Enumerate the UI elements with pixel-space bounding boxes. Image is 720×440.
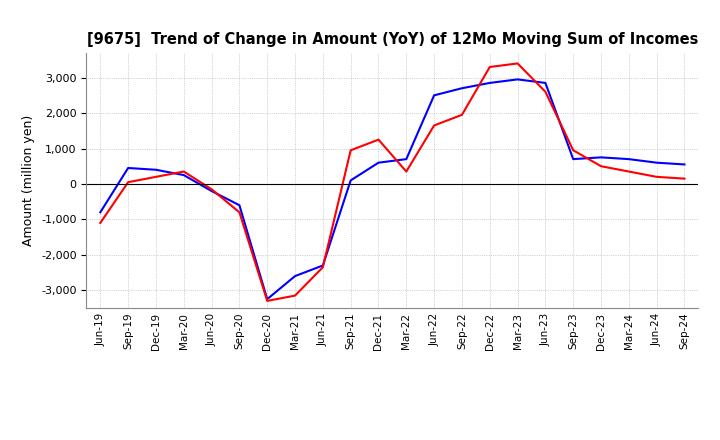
Net Income — [485, 64, 494, 70]
Ordinary Income — [485, 80, 494, 85]
Net Income — [318, 264, 327, 270]
Legend: Ordinary Income, Net Income: Ordinary Income, Net Income — [252, 437, 533, 440]
Net Income — [458, 112, 467, 117]
Ordinary Income — [430, 93, 438, 98]
Net Income — [569, 148, 577, 153]
Ordinary Income — [569, 157, 577, 162]
Ordinary Income — [513, 77, 522, 82]
Line: Net Income: Net Income — [100, 63, 685, 301]
Ordinary Income — [624, 157, 633, 162]
Net Income — [263, 298, 271, 304]
Ordinary Income — [263, 297, 271, 302]
Ordinary Income — [402, 157, 410, 162]
Ordinary Income — [96, 210, 104, 215]
Ordinary Income — [346, 178, 355, 183]
Ordinary Income — [541, 80, 550, 85]
Net Income — [652, 174, 661, 180]
Y-axis label: Amount (million yen): Amount (million yen) — [22, 115, 35, 246]
Ordinary Income — [235, 202, 243, 208]
Ordinary Income — [152, 167, 161, 172]
Line: Ordinary Income: Ordinary Income — [100, 79, 685, 299]
Net Income — [96, 220, 104, 226]
Title: [9675]  Trend of Change in Amount (YoY) of 12Mo Moving Sum of Incomes: [9675] Trend of Change in Amount (YoY) o… — [86, 33, 698, 48]
Ordinary Income — [124, 165, 132, 171]
Ordinary Income — [680, 162, 689, 167]
Net Income — [291, 293, 300, 298]
Net Income — [624, 169, 633, 174]
Net Income — [346, 148, 355, 153]
Net Income — [207, 187, 216, 192]
Net Income — [541, 89, 550, 95]
Net Income — [430, 123, 438, 128]
Net Income — [402, 169, 410, 174]
Ordinary Income — [291, 274, 300, 279]
Net Income — [235, 210, 243, 215]
Ordinary Income — [318, 263, 327, 268]
Ordinary Income — [458, 86, 467, 91]
Net Income — [597, 164, 606, 169]
Net Income — [680, 176, 689, 181]
Net Income — [374, 137, 383, 142]
Ordinary Income — [207, 188, 216, 194]
Net Income — [152, 174, 161, 180]
Ordinary Income — [652, 160, 661, 165]
Ordinary Income — [597, 155, 606, 160]
Net Income — [513, 61, 522, 66]
Ordinary Income — [374, 160, 383, 165]
Net Income — [179, 169, 188, 174]
Ordinary Income — [179, 172, 188, 178]
Net Income — [124, 180, 132, 185]
